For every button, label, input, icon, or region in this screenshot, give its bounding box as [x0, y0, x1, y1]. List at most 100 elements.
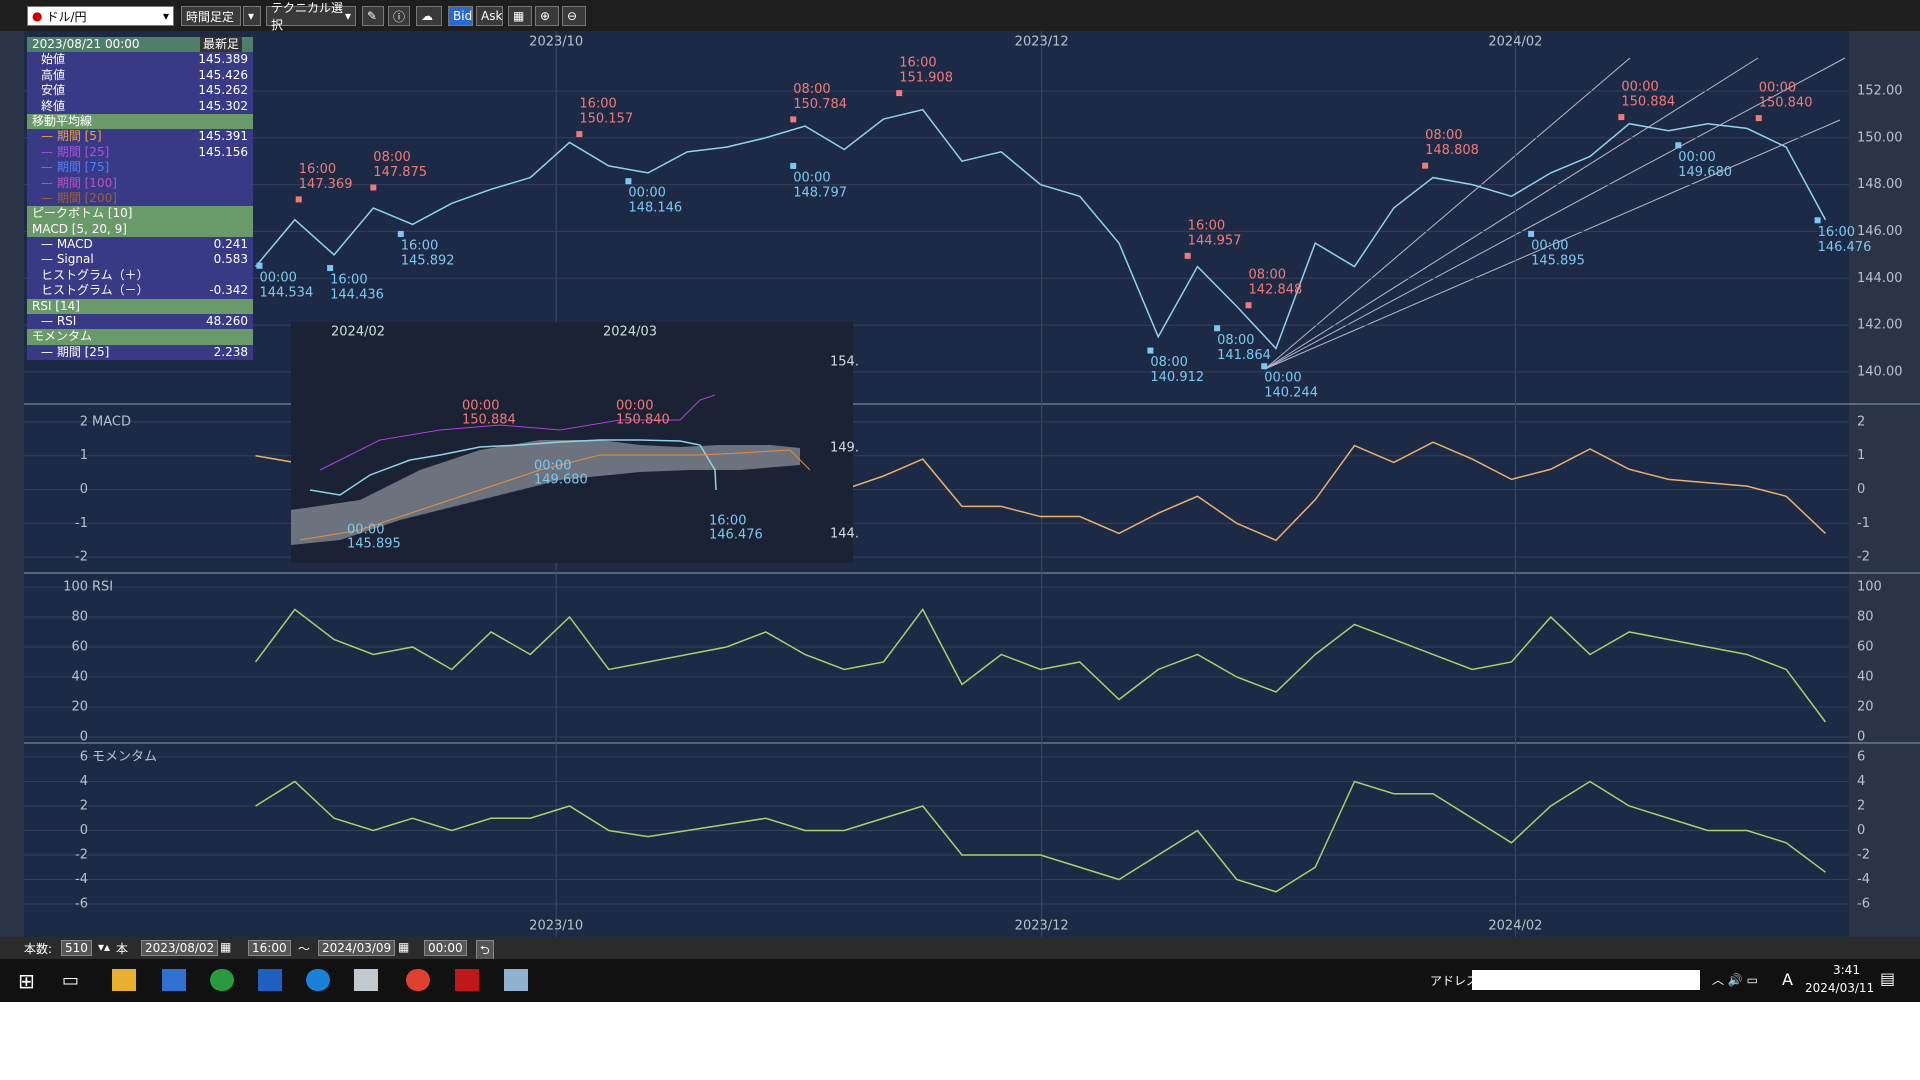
app-icon[interactable] — [455, 969, 479, 991]
chart-type[interactable]: ☁ — [416, 6, 442, 26]
annotation-time: 00:00 — [1264, 371, 1301, 386]
zoom-out[interactable]: ⊖ — [562, 6, 586, 26]
row-value: 145.389 — [198, 52, 248, 67]
row-label: 始値 — [41, 52, 66, 67]
info-tool[interactable]: ⓘ — [388, 6, 410, 26]
app-icon[interactable] — [258, 969, 282, 991]
y-tick-label: 80 — [1857, 609, 1874, 624]
ask-button[interactable]: Ask — [476, 6, 503, 26]
info-row: — Signal 0.583 — [27, 252, 253, 267]
pair-select[interactable]: ● ドル/円 ▾ — [27, 6, 174, 26]
y-tick-label: 146.00 — [1857, 224, 1903, 239]
y-tick-label: 0 — [80, 729, 88, 744]
annotation-value: 147.875 — [373, 165, 427, 180]
apply-button[interactable]: ⮌ — [476, 940, 494, 963]
timeframe-button[interactable]: 時間足定 — [181, 6, 241, 26]
annotation-time: 08:00 — [1425, 128, 1462, 143]
tray-icons[interactable]: ︿ 🔊 ▭ — [1712, 973, 1758, 987]
y-tick-label: 2 — [80, 414, 88, 429]
annotation-value: 142.848 — [1249, 283, 1303, 298]
pane-title: RSI — [92, 579, 113, 594]
annotation-marker — [1214, 325, 1221, 332]
inset-annotation: 00:00 — [347, 523, 384, 538]
app-icon[interactable] — [354, 969, 378, 991]
y-tick-label: -2 — [1857, 550, 1870, 565]
row-label: — 期間 [75] — [41, 160, 110, 175]
count-spin[interactable]: ▾▴ — [98, 940, 111, 954]
app-icon[interactable] — [406, 969, 430, 991]
row-label: 高値 — [41, 67, 66, 82]
annotation-marker — [1618, 114, 1625, 121]
inset-x-label: 2024/02 — [331, 325, 385, 340]
annotation-value: 144.534 — [259, 285, 313, 300]
app-icon[interactable] — [162, 969, 186, 991]
count-input[interactable]: 510 — [61, 940, 92, 956]
from-time[interactable]: 16:00 — [248, 940, 291, 956]
annotation-value: 150.840 — [1759, 96, 1813, 111]
taskview-button[interactable]: ▭ — [62, 970, 80, 991]
annotation-time: 16:00 — [899, 56, 936, 71]
timeframe-dropdown[interactable]: ▾ — [243, 6, 261, 26]
address-label: アドレス — [1430, 974, 1479, 988]
app-icon[interactable] — [112, 969, 136, 991]
row-label: — 期間 [25] — [41, 144, 110, 159]
annotation-value: 148.797 — [793, 185, 847, 200]
draw-tool[interactable]: ✎ — [362, 6, 384, 26]
annotation-value: 144.436 — [330, 288, 384, 303]
to-date[interactable]: 2024/03/09 — [318, 940, 396, 956]
range-sep: ～ — [298, 942, 311, 956]
annotation-value: 144.957 — [1188, 233, 1242, 248]
annotation-time: 16:00 — [579, 97, 616, 112]
row-label: — 期間 [5] — [41, 129, 102, 144]
row-value: -0.342 — [209, 283, 248, 298]
technical-select[interactable]: テクニカル選択 ▾ — [266, 1, 356, 32]
annotation-value: 145.895 — [1531, 253, 1585, 268]
grid-tool[interactable]: ▦ — [508, 6, 532, 26]
annotation-marker — [625, 178, 632, 185]
inset-price — [309, 439, 717, 496]
timeframe-text: 時間足定 — [186, 9, 235, 24]
calendar-icon[interactable]: ▦ — [220, 940, 232, 954]
ime-indicator[interactable]: A — [1782, 970, 1793, 989]
row-value: 145.262 — [198, 83, 248, 98]
app-icon[interactable] — [306, 969, 330, 991]
row-label: — 期間 [200] — [41, 190, 117, 205]
info-row: — 期間 [5] 145.391 — [27, 129, 253, 144]
inset-chart: 2024/02 2024/03 154. 149. 144. 00:00 150… — [291, 322, 859, 563]
start-button[interactable]: ⊞ — [18, 969, 35, 993]
y-tick-label: 80 — [71, 609, 88, 624]
to-time[interactable]: 00:00 — [424, 940, 467, 956]
annotation-time: 16:00 — [299, 162, 336, 177]
app-icon[interactable] — [504, 969, 528, 991]
y-tick-label: 152.00 — [1857, 83, 1903, 98]
calendar-icon[interactable]: ▦ — [398, 940, 410, 954]
inset-annotation: 00:00 — [462, 399, 499, 414]
row-value: 0.583 — [213, 252, 248, 267]
row-label: ヒストグラム（－） — [41, 283, 149, 298]
app-window: 2023/10 2023/12 2024/02 140.00 142.00 144.00 1… — [0, 0, 1920, 1002]
info-panel: 2023/08/21 00:00 最新足 始値 145.389 高値 145.426 安値 1… — [27, 37, 253, 361]
y-tick-label: 1 — [1857, 448, 1865, 463]
annotation-value: 149.680 — [1678, 165, 1732, 180]
annotation-time: 16:00 — [1818, 225, 1855, 240]
annotation-value: 145.892 — [401, 253, 455, 268]
annotation-value: 146.476 — [1818, 240, 1872, 255]
y-tick-label: 6 — [1857, 749, 1865, 764]
trend-lines — [1264, 57, 1846, 370]
annotation-marker — [1422, 162, 1429, 169]
y-tick-label: 20 — [1857, 699, 1874, 714]
app-icon[interactable] — [210, 969, 234, 991]
section-title: MACD [5, 20, 9] — [27, 221, 253, 238]
zoom-in[interactable]: ⊕ — [535, 6, 559, 26]
notification-button[interactable]: ▤ — [1880, 969, 1896, 988]
latest-button[interactable]: 最新足 — [199, 37, 242, 53]
inset-annotation: 00:00 — [616, 399, 653, 414]
row-label: — 期間 [25] — [41, 344, 110, 359]
bid-button[interactable]: Bid — [448, 6, 473, 26]
y-tick-label: 4 — [80, 774, 88, 789]
row-label: ヒストグラム（＋） — [41, 267, 149, 282]
x-tick-label: 2023/10 — [529, 919, 583, 934]
series-line — [254, 108, 1827, 350]
from-date[interactable]: 2023/08/02 — [141, 940, 219, 956]
address-box[interactable] — [1472, 970, 1700, 990]
